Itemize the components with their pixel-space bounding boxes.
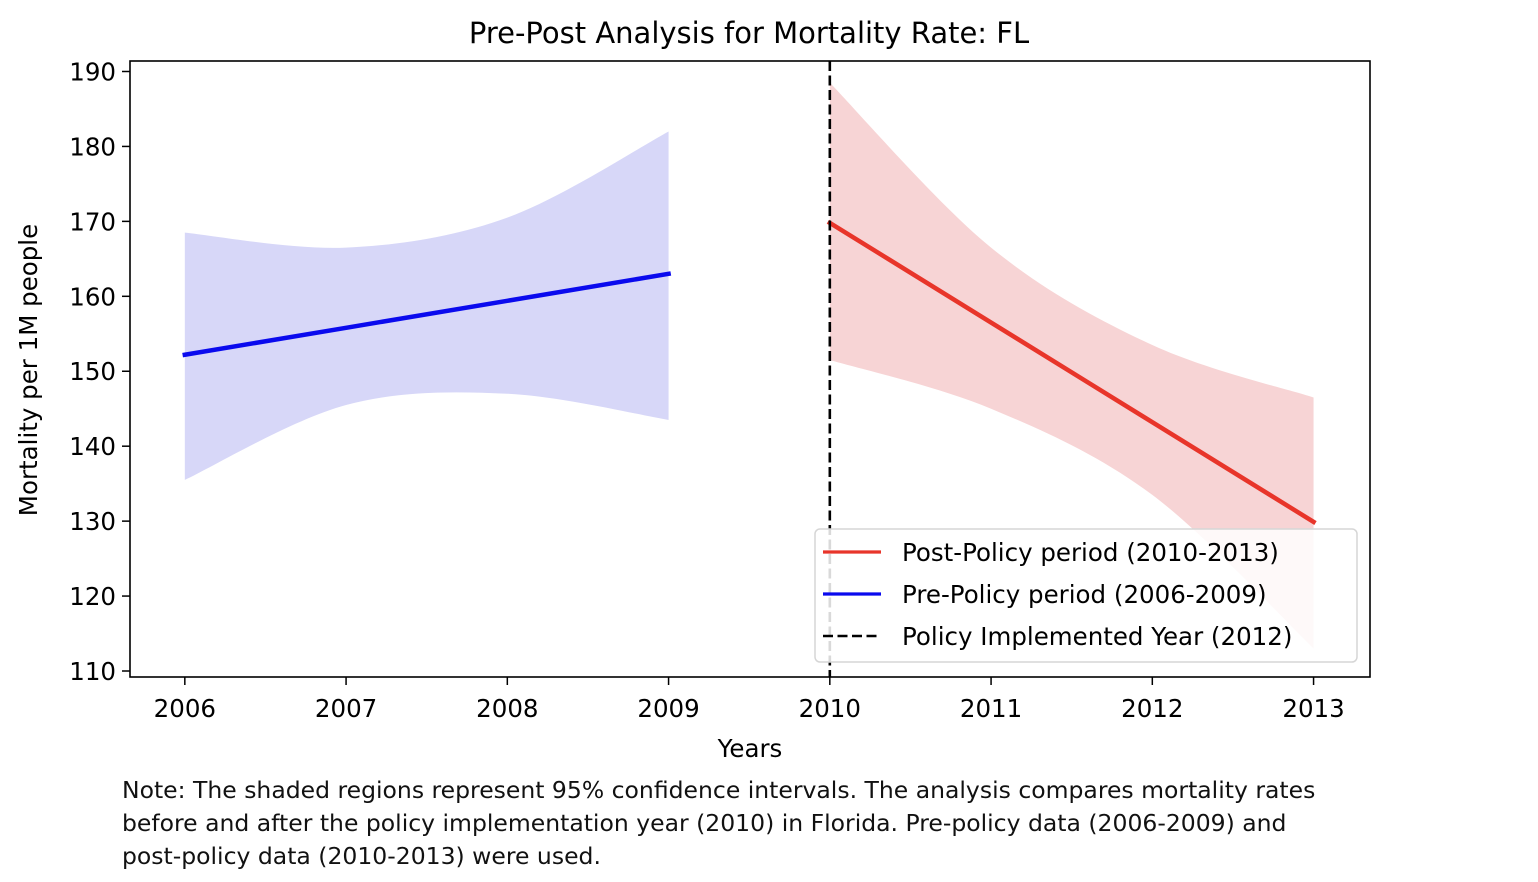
x-tick-label: 2008 <box>476 694 538 723</box>
y-axis-label: Mortality per 1M people <box>14 224 43 516</box>
note-line: post-policy data (2010-2013) were used. <box>122 842 601 870</box>
y-tick-label: 190 <box>69 57 116 86</box>
y-tick-label: 140 <box>69 432 116 461</box>
x-axis-ticks: 2006 2007 2008 2009 2010 2011 2012 2013 <box>154 677 1345 723</box>
series-line-1 <box>182 271 672 358</box>
plot-frame <box>129 60 1371 678</box>
y-tick-label: 160 <box>69 282 116 311</box>
x-tick-label: 2007 <box>315 694 377 723</box>
note-line: Note: The shaded regions represent 95% c… <box>122 776 1316 804</box>
x-tick-label: 2010 <box>799 694 861 723</box>
note-line: before and after the policy implementati… <box>122 809 1287 837</box>
confidence-bands <box>184 82 1314 649</box>
legend-label: Post-Policy period (2010-2013) <box>902 538 1279 567</box>
ci-band-0 <box>829 82 1314 649</box>
y-tick-label: 180 <box>69 132 116 161</box>
figure-note: Note: The shaded regions represent 95% c… <box>122 774 1534 873</box>
x-tick-label: 2011 <box>960 694 1022 723</box>
chart-title: Pre-Post Analysis for Mortality Rate: FL <box>469 16 1029 50</box>
series-lines <box>182 219 1317 525</box>
x-tick-label: 2006 <box>154 694 216 723</box>
y-tick-label: 130 <box>69 507 116 536</box>
y-tick-label: 110 <box>69 657 116 686</box>
ci-band-1 <box>184 131 669 480</box>
y-tick-label: 120 <box>69 582 116 611</box>
legend-box <box>814 528 1358 663</box>
legend-label: Policy Implemented Year (2012) <box>902 622 1292 651</box>
x-tick-label: 2013 <box>1282 694 1344 723</box>
y-tick-label: 150 <box>69 357 116 386</box>
x-tick-label: 2012 <box>1121 694 1183 723</box>
chart: Pre-Post Analysis for Mortality Rate: FL… <box>14 16 1371 763</box>
x-tick-label: 2009 <box>637 694 699 723</box>
x-axis-label: Years <box>717 734 783 763</box>
y-axis-ticks: 110 120 130 140 150 160 170 180 190 <box>69 57 130 686</box>
series-line-0 <box>826 219 1317 525</box>
y-tick-label: 170 <box>69 207 116 236</box>
legend: Post-Policy period (2010-2013) Pre-Policy… <box>814 528 1358 663</box>
legend-label: Pre-Policy period (2006-2009) <box>902 580 1267 609</box>
